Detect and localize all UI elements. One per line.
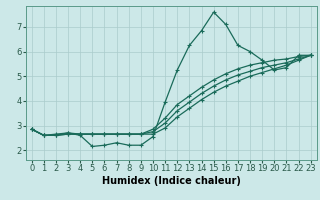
X-axis label: Humidex (Indice chaleur): Humidex (Indice chaleur) [102, 176, 241, 186]
